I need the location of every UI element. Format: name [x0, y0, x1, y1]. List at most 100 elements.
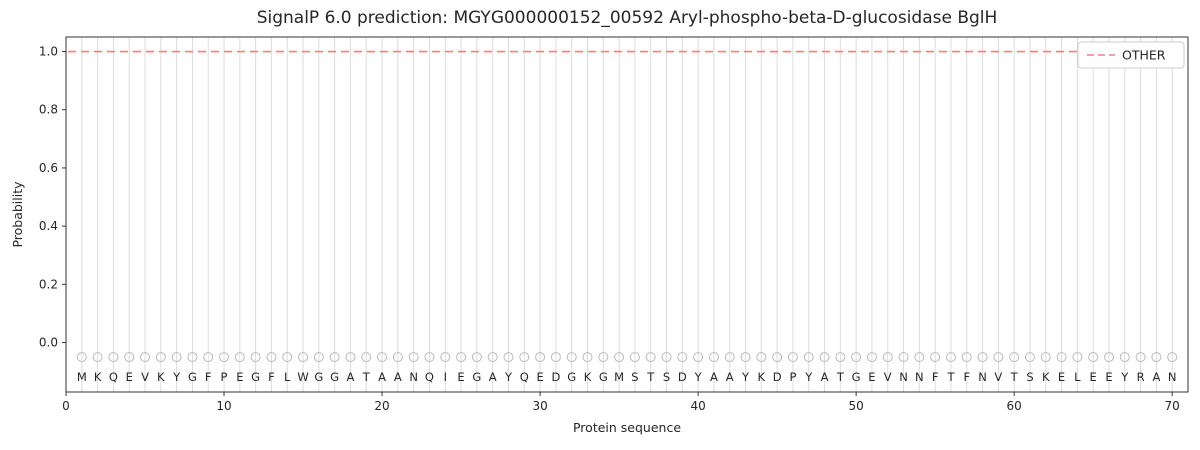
residue-marker-circle: [456, 352, 467, 363]
residue-marker-circle: [519, 352, 530, 363]
residue-letter: G: [314, 370, 323, 384]
residue-marker-circle: [1009, 352, 1020, 363]
residue-letter: A: [710, 370, 718, 384]
residue-marker-circle: [835, 352, 846, 363]
residue-marker-circle: [234, 352, 245, 363]
legend-entry-label: OTHER: [1122, 48, 1166, 63]
residue-marker-circle: [266, 352, 277, 363]
x-tick-label: 10: [216, 399, 231, 413]
residue-marker-circle: [377, 352, 388, 363]
residue-marker-circle: [1103, 352, 1114, 363]
residue-letter: T: [362, 370, 371, 384]
residue-letter: Q: [520, 370, 529, 384]
residue-letter: F: [205, 370, 212, 384]
x-tick-label: 70: [1165, 399, 1180, 413]
residue-marker-circle: [598, 352, 609, 363]
residue-letter: E: [126, 370, 133, 384]
residue-marker-circle: [693, 352, 704, 363]
residue-letter: Y: [172, 370, 181, 384]
axes-frame: [65, 36, 1189, 393]
residue-marker-circle: [582, 352, 593, 363]
residue-marker-circle: [898, 352, 909, 363]
residue-letter: Q: [109, 370, 118, 384]
residue-letter: T: [1010, 370, 1019, 384]
residue-letter: A: [1152, 370, 1160, 384]
residue-marker-circle: [756, 352, 767, 363]
residue-letter: E: [868, 370, 875, 384]
residue-marker-circle: [787, 352, 798, 363]
residue-marker-circle: [851, 352, 862, 363]
residue-marker-circle: [740, 352, 751, 363]
residue-letter: A: [394, 370, 402, 384]
residue-marker-circle: [724, 352, 735, 363]
residue-marker-circle: [1151, 352, 1162, 363]
residue-marker-circle: [677, 352, 688, 363]
residue-marker-circle: [187, 352, 198, 363]
y-tick-label: 0.2: [39, 277, 58, 291]
residue-letter: E: [1105, 370, 1112, 384]
residue-marker-circle: [345, 352, 356, 363]
residue-marker-circle: [819, 352, 830, 363]
residue-letter: G: [330, 370, 339, 384]
residue-marker-circle: [1135, 352, 1146, 363]
residue-marker-circle: [408, 352, 419, 363]
residue-letter: E: [236, 370, 243, 384]
residue-letter: V: [994, 370, 1002, 384]
residue-marker-circle: [92, 352, 103, 363]
y-tick-label: 0.4: [39, 219, 58, 233]
residue-letter: D: [773, 370, 782, 384]
residue-letter: D: [678, 370, 687, 384]
residue-letter: G: [599, 370, 608, 384]
residue-marker-circle: [298, 352, 309, 363]
residue-marker-circle: [1072, 352, 1083, 363]
residue-letter: T: [836, 370, 845, 384]
residue-marker-circle: [1024, 352, 1035, 363]
residue-letter: K: [1042, 370, 1050, 384]
residue-marker-circle: [1119, 352, 1130, 363]
residue-marker-circle: [392, 352, 403, 363]
residue-marker-circle: [961, 352, 972, 363]
residue-marker-circle: [645, 352, 656, 363]
x-tick-label: 50: [849, 399, 864, 413]
residue-marker-circle: [155, 352, 166, 363]
x-tick-label: 60: [1007, 399, 1022, 413]
residue-marker-circle: [471, 352, 482, 363]
residue-marker-circle: [772, 352, 783, 363]
residue-letter: A: [726, 370, 734, 384]
residue-marker-circle: [108, 352, 119, 363]
residue-letter: R: [1137, 370, 1145, 384]
residue-letter: A: [489, 370, 497, 384]
residue-marker-circle: [629, 352, 640, 363]
residue-letter: K: [758, 370, 766, 384]
residue-letter: M: [614, 370, 624, 384]
y-tick-label: 0.6: [39, 161, 58, 175]
residue-letter: Y: [804, 370, 813, 384]
residue-marker-circle: [550, 352, 561, 363]
residue-marker-circle: [930, 352, 941, 363]
residue-letter: Q: [425, 370, 434, 384]
residue-letter: M: [77, 370, 87, 384]
residue-marker-circle: [614, 352, 625, 363]
x-tick-label: 20: [374, 399, 389, 413]
legend-box: [1077, 41, 1185, 69]
residue-letter: N: [915, 370, 924, 384]
residue-marker-circle: [803, 352, 814, 363]
residue-letter: T: [646, 370, 655, 384]
x-tick-label: 40: [690, 399, 705, 413]
residue-marker-circle: [124, 352, 135, 363]
x-axis-label: Protein sequence: [572, 420, 682, 435]
residue-marker-circle: [361, 352, 372, 363]
y-tick-label: 0.8: [39, 103, 58, 117]
residue-letter: W: [297, 370, 308, 384]
residue-letter: E: [1058, 370, 1065, 384]
residue-letter: N: [1168, 370, 1177, 384]
residue-letter: V: [884, 370, 892, 384]
residue-marker-circle: [1056, 352, 1067, 363]
residue-letter: Y: [741, 370, 750, 384]
residue-letter: L: [284, 370, 291, 384]
residue-letter: V: [141, 370, 149, 384]
residue-marker-circle: [282, 352, 293, 363]
residue-letter: Y: [504, 370, 513, 384]
residue-marker-circle: [882, 352, 893, 363]
